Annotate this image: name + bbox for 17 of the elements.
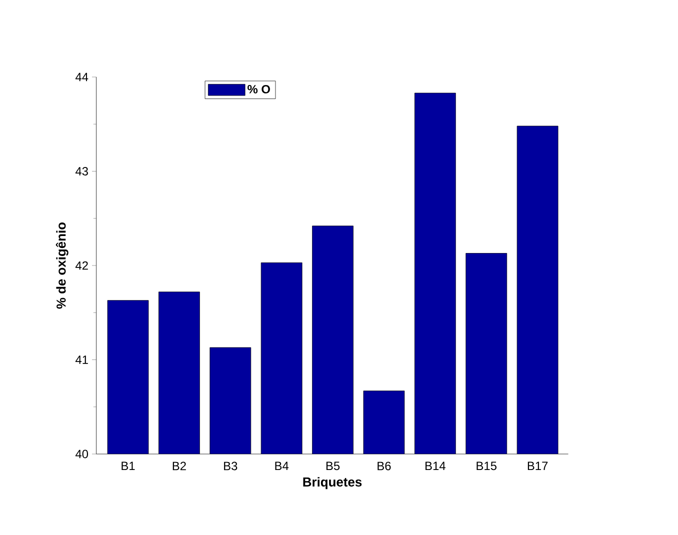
y-tick-label: 44	[75, 72, 88, 82]
x-tick-label: B6	[378, 462, 391, 470]
y-tick-label: 42	[75, 261, 88, 270]
x-tick-label: B2	[172, 462, 186, 470]
legend-label: % O	[248, 84, 270, 94]
x-axis-title: Briquetes	[303, 477, 362, 490]
y-axis-title: % de oxigênio	[56, 222, 68, 309]
x-tick-label: B15	[476, 462, 496, 470]
y-tick-label: 41	[75, 356, 88, 364]
x-tick-label: B17	[528, 462, 548, 470]
x-tick-label: B14	[426, 462, 446, 470]
x-tick-label: B4	[275, 462, 289, 470]
x-tick-label: B3	[224, 462, 238, 470]
x-tick-label: B1	[122, 462, 135, 470]
y-tick-label: 40	[75, 450, 88, 458]
y-tick-label: 43	[75, 167, 88, 176]
x-tick-label: B5	[326, 462, 340, 470]
